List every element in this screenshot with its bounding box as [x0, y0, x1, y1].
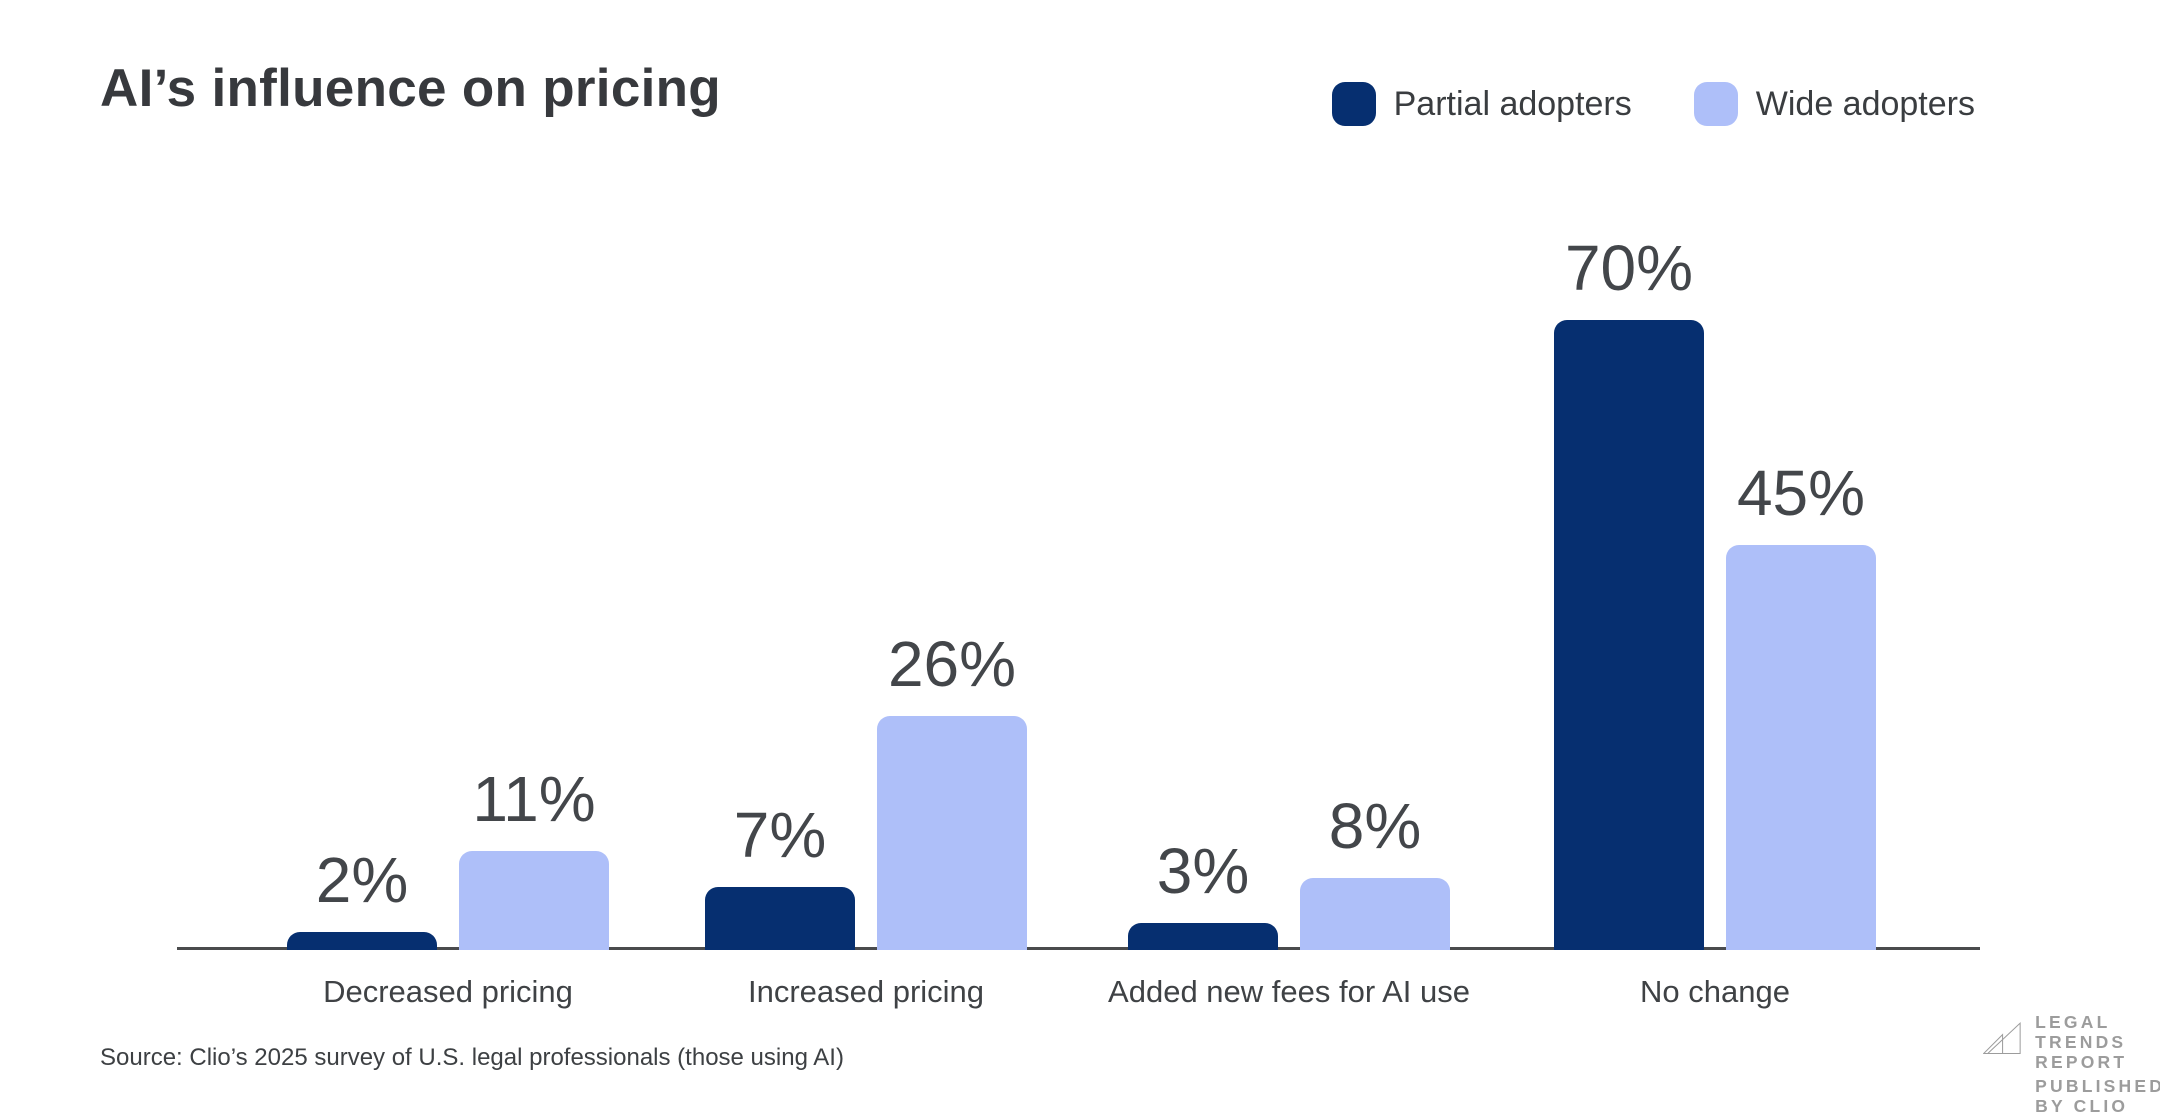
value-label: 45% [1736, 457, 1866, 529]
bar-wide-adopters [1726, 545, 1876, 950]
bar-wide-adopters [459, 851, 609, 950]
legend-swatch-icon [1693, 82, 1738, 126]
ltr-logo-line: REPORT [2035, 1052, 2128, 1072]
ltr-logo-wordmark: LEGAL TRENDS REPORT PUBLISHED BY CLIO [2035, 1012, 2160, 1116]
legend-swatch-icon [1331, 82, 1376, 126]
chart-title: AI’s influence on pricing [100, 59, 721, 118]
ltr-logo-triangles-icon [1983, 1021, 2021, 1055]
bar-column-wide-adopters: 45% [1726, 461, 1876, 950]
bar-partial-adopters [1554, 320, 1704, 950]
bar-group: 3% 8% [1128, 794, 1450, 950]
legend: Partial adopters Wide adopters [1331, 82, 1975, 126]
ltr-logo-line: LEGAL [2035, 1012, 2111, 1032]
bar-group: 2% 11% [287, 767, 609, 950]
ltr-logo-tagline: PUBLISHED BY CLIO [2035, 1076, 2160, 1116]
legend-label: Wide adopters [1755, 84, 1975, 123]
bar-column-partial-adopters: 70% [1554, 236, 1704, 950]
bar-partial-adopters [1128, 923, 1278, 950]
value-label: 2% [315, 844, 409, 916]
bar-column-wide-adopters: 11% [459, 767, 609, 950]
legend-label: Partial adopters [1393, 84, 1632, 123]
bar-group: 70% 45% [1554, 236, 1876, 950]
category-label: Added new fees for AI use [1108, 974, 1470, 1009]
category-label: Decreased pricing [323, 974, 573, 1009]
bar-group: 7% 26% [705, 632, 1027, 950]
value-label: 26% [887, 628, 1017, 700]
bar-partial-adopters [705, 887, 855, 950]
value-label: 7% [733, 799, 827, 871]
value-label: 3% [1156, 835, 1250, 907]
value-label: 11% [472, 763, 596, 835]
legend-item-wide-adopters: Wide adopters [1693, 82, 1975, 126]
bar-column-partial-adopters: 7% [705, 803, 855, 950]
bar-partial-adopters [287, 932, 437, 950]
bar-wide-adopters [1300, 878, 1450, 950]
source-note: Source: Clio’s 2025 survey of U.S. legal… [100, 1044, 844, 1071]
value-label: 8% [1328, 790, 1422, 862]
category-label: Increased pricing [747, 974, 985, 1009]
category-label: No change [1640, 974, 1790, 1009]
bar-column-partial-adopters: 3% [1128, 839, 1278, 950]
ltr-logo-line: TRENDS [2035, 1032, 2127, 1052]
x-axis-line [177, 947, 1980, 950]
bar-column-wide-adopters: 26% [877, 632, 1027, 950]
ltr-logo: LEGAL TRENDS REPORT PUBLISHED BY CLIO [1983, 1012, 2160, 1116]
bar-column-partial-adopters: 2% [287, 848, 437, 950]
value-label: 70% [1564, 232, 1694, 304]
bar-wide-adopters [877, 716, 1027, 950]
bar-column-wide-adopters: 8% [1300, 794, 1450, 950]
legend-item-partial-adopters: Partial adopters [1331, 82, 1632, 126]
